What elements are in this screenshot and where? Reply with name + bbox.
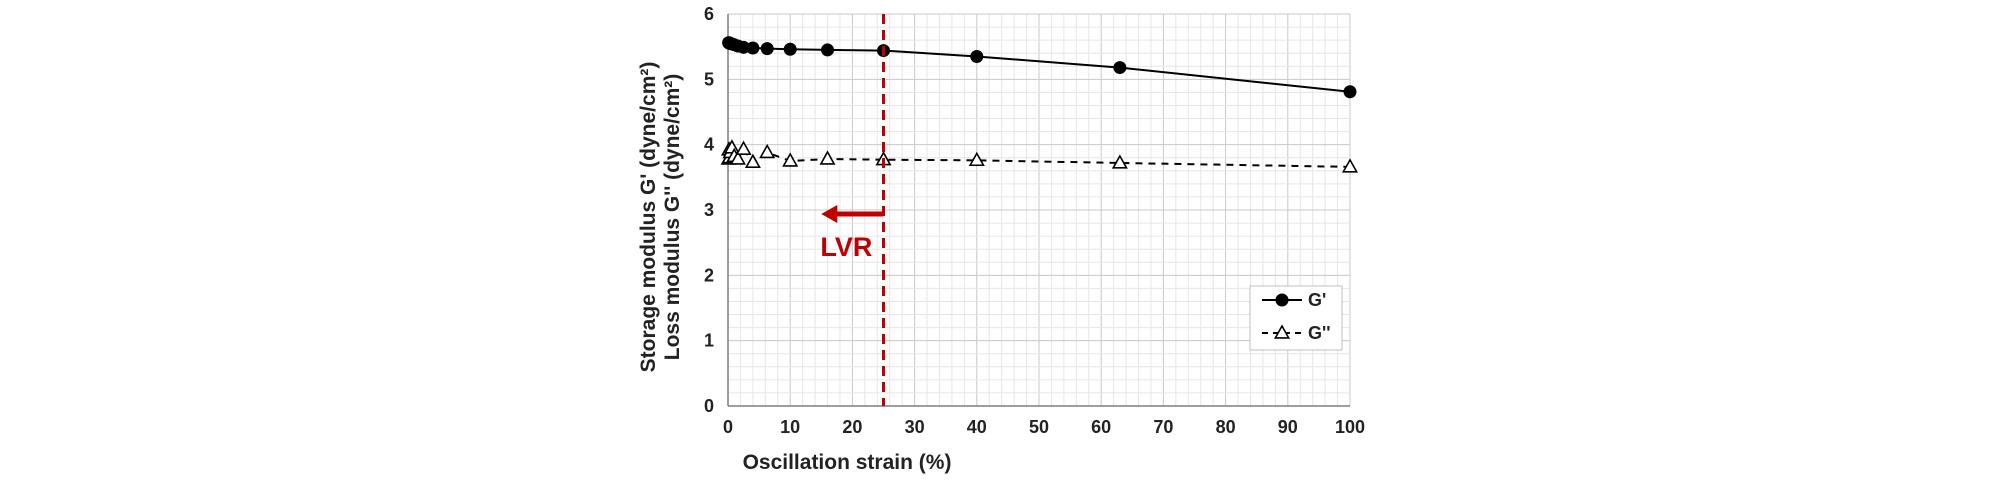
lvr-label: LVR	[820, 232, 872, 262]
x-tick-label: 60	[1091, 417, 1111, 437]
data-point-circle	[970, 49, 984, 63]
data-point-triangle	[729, 150, 746, 165]
legend-label: G''	[1308, 323, 1331, 343]
x-tick-label: 70	[1153, 417, 1173, 437]
legend: G' G''	[1249, 285, 1343, 351]
data-point-triangle	[968, 151, 985, 167]
data-point-triangle	[1341, 158, 1359, 173]
data-point-triangle	[1111, 154, 1128, 169]
data-point-triangle	[782, 152, 799, 167]
y-tick-label: 6	[704, 4, 714, 24]
y-tick-labels: 0 1 2 3 4 5 6	[704, 4, 714, 416]
x-tick-label: 10	[780, 417, 800, 437]
x-tick-label: 0	[723, 417, 733, 437]
x-tick-label: 80	[1216, 417, 1236, 437]
y-axis-title-line-2: Loss modulus G'' (dyne/cm²)	[661, 74, 684, 361]
y-tick-label: 0	[704, 396, 714, 416]
x-tick-label: 50	[1029, 417, 1049, 437]
data-point-triangle	[744, 153, 761, 169]
y-tick-label: 3	[704, 200, 714, 220]
legend-marker-triangle	[1273, 324, 1291, 339]
x-tick-label: 40	[967, 417, 987, 437]
y-tick-label: 1	[704, 331, 714, 351]
legend-box	[1249, 285, 1343, 351]
data-point-circle	[760, 42, 774, 56]
x-tick-label: 30	[905, 417, 925, 437]
annotation-layer: LVR	[820, 205, 884, 262]
axes	[727, 14, 1350, 407]
data-point-triangle	[759, 143, 776, 159]
grid	[727, 13, 1351, 407]
y-tick-label: 2	[704, 265, 714, 285]
y-tick-label: 4	[704, 135, 714, 155]
lvr-arrow-head	[821, 205, 838, 223]
data-point-circle	[1343, 85, 1357, 99]
data-point-triangle	[735, 140, 752, 155]
data-point-circle	[783, 42, 797, 56]
data-point-triangle	[819, 150, 836, 165]
x-tick-label: 90	[1278, 417, 1298, 437]
y-tick-label: 5	[704, 69, 714, 89]
x-tick-label: 100	[1335, 417, 1365, 437]
x-axis-title: Oscillation strain (%)	[743, 451, 952, 474]
x-tick-label: 20	[842, 417, 862, 437]
data-point-circle	[821, 43, 835, 57]
data-point-circle	[737, 40, 751, 54]
data-point-circle	[746, 41, 760, 55]
legend-label: G'	[1308, 290, 1326, 310]
series-storage-modulus	[722, 36, 1357, 99]
x-tick-labels: 0 10 20 30 40 50 60 70 80 90 100	[723, 417, 1365, 437]
data-point-circle	[1113, 61, 1127, 75]
y-axis-title-line-1: Storage modulus G' (dyne/cm²)	[637, 62, 660, 373]
legend-marker-circle	[1275, 293, 1289, 307]
